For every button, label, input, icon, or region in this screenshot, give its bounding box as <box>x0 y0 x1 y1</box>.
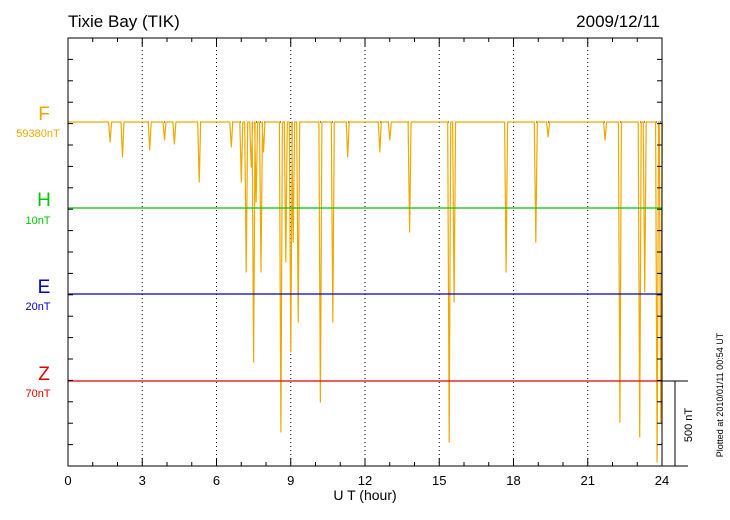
x-tick-label: 6 <box>213 473 220 488</box>
channel-scale-label: 10nT <box>25 215 50 227</box>
channel-scale-label: 70nT <box>25 388 50 400</box>
trace-f <box>68 121 663 463</box>
x-tick-label: 0 <box>64 473 71 488</box>
x-tick-label: 12 <box>358 473 372 488</box>
chart-title: Tixie Bay (TIK) <box>68 12 180 31</box>
plot-timestamp: Plotted at 2010/01/11 00:54 UT <box>715 332 725 457</box>
x-tick-label: 15 <box>432 473 446 488</box>
scale-bar-label: 500 nT <box>683 408 695 443</box>
x-tick-label: 18 <box>506 473 520 488</box>
channel-label: E <box>38 277 51 298</box>
tick-layer: 0 3 6 9 12 15 18 21 24 <box>64 37 669 488</box>
trace-layer <box>68 121 663 463</box>
x-tick-label: 24 <box>655 473 669 488</box>
channel-scale-label: 59380nT <box>16 128 60 140</box>
channel-label: F <box>38 104 50 125</box>
channel-label: H <box>37 190 51 211</box>
chart-date: 2009/12/11 <box>576 12 660 31</box>
channel-scale-label: 20nT <box>25 301 50 313</box>
grid-layer <box>68 38 662 466</box>
channel-label: Z <box>38 364 50 385</box>
x-tick-label: 3 <box>139 473 146 488</box>
x-tick-label: 9 <box>287 473 294 488</box>
channel-labels: F 59380nT H 10nT E 20nT Z 70nT <box>16 104 60 400</box>
x-tick-label: 21 <box>581 473 595 488</box>
x-axis-label: U T (hour) <box>333 487 396 503</box>
